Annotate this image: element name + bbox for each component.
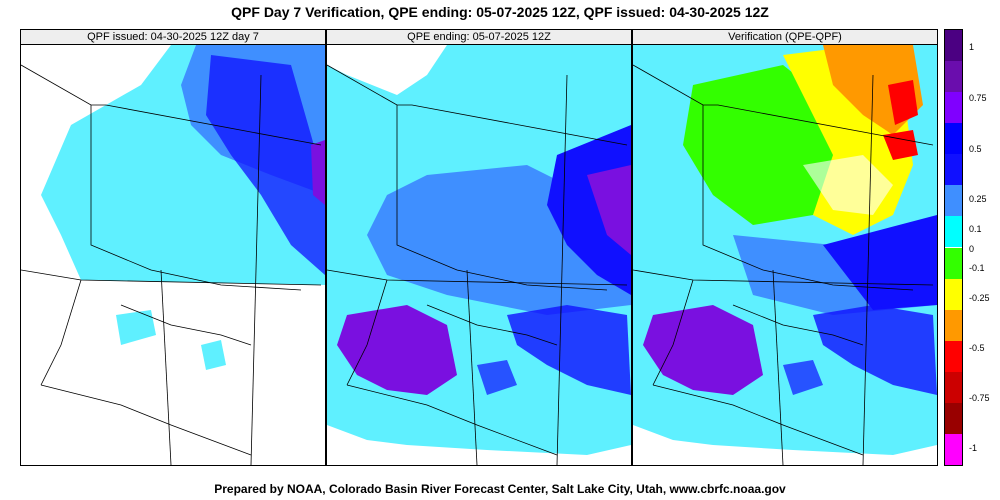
legend-label: 0.5 bbox=[969, 144, 982, 154]
legend-label: 0.1 bbox=[969, 224, 982, 234]
legend-colorbar bbox=[944, 29, 963, 466]
legend-swatch bbox=[945, 154, 962, 186]
legend-swatch bbox=[945, 30, 962, 62]
qpe-panel-label: QPE ending: 05-07-2025 12Z bbox=[327, 30, 631, 45]
legend-swatch bbox=[945, 61, 962, 93]
map-title: QPF Day 7 Verification, QPE ending: 05-0… bbox=[231, 4, 769, 20]
verification-panel-label: Verification (QPE-QPF) bbox=[633, 30, 937, 45]
legend-swatch bbox=[945, 278, 962, 310]
legend-label: -0.1 bbox=[969, 263, 985, 273]
verification-map bbox=[633, 45, 937, 465]
legend-swatch bbox=[945, 309, 962, 341]
legend-swatch bbox=[945, 185, 962, 217]
legend-swatch bbox=[945, 216, 962, 248]
legend-swatch bbox=[945, 340, 962, 372]
qpf-panel-label: QPF issued: 04-30-2025 12Z day 7 bbox=[21, 30, 325, 45]
legend-label: 1 bbox=[969, 42, 975, 52]
legend-label: -1 bbox=[969, 443, 978, 453]
legend-label: 0.75 bbox=[969, 93, 987, 103]
legend-label: 0.25 bbox=[969, 194, 987, 204]
credit-footer: Prepared by NOAA, Colorado Basin River F… bbox=[214, 482, 786, 496]
legend-swatch bbox=[945, 402, 962, 434]
legend-label: -0.25 bbox=[969, 293, 990, 303]
legend-label: -0.5 bbox=[969, 343, 985, 353]
legend-label: 0 bbox=[969, 244, 975, 254]
qpf-map bbox=[21, 45, 325, 465]
qpe-panel: QPE ending: 05-07-2025 12Z bbox=[326, 29, 632, 466]
qpe-map bbox=[327, 45, 631, 465]
legend-swatch bbox=[945, 92, 962, 124]
verification-panel: Verification (QPE-QPF) bbox=[632, 29, 938, 466]
legend-label: -0.75 bbox=[969, 393, 990, 403]
legend-swatch bbox=[945, 247, 962, 279]
legend-swatch bbox=[945, 371, 962, 403]
legend-swatch bbox=[945, 433, 962, 465]
qpf-panel: QPF issued: 04-30-2025 12Z day 7 bbox=[20, 29, 326, 466]
legend-swatch bbox=[945, 123, 962, 155]
